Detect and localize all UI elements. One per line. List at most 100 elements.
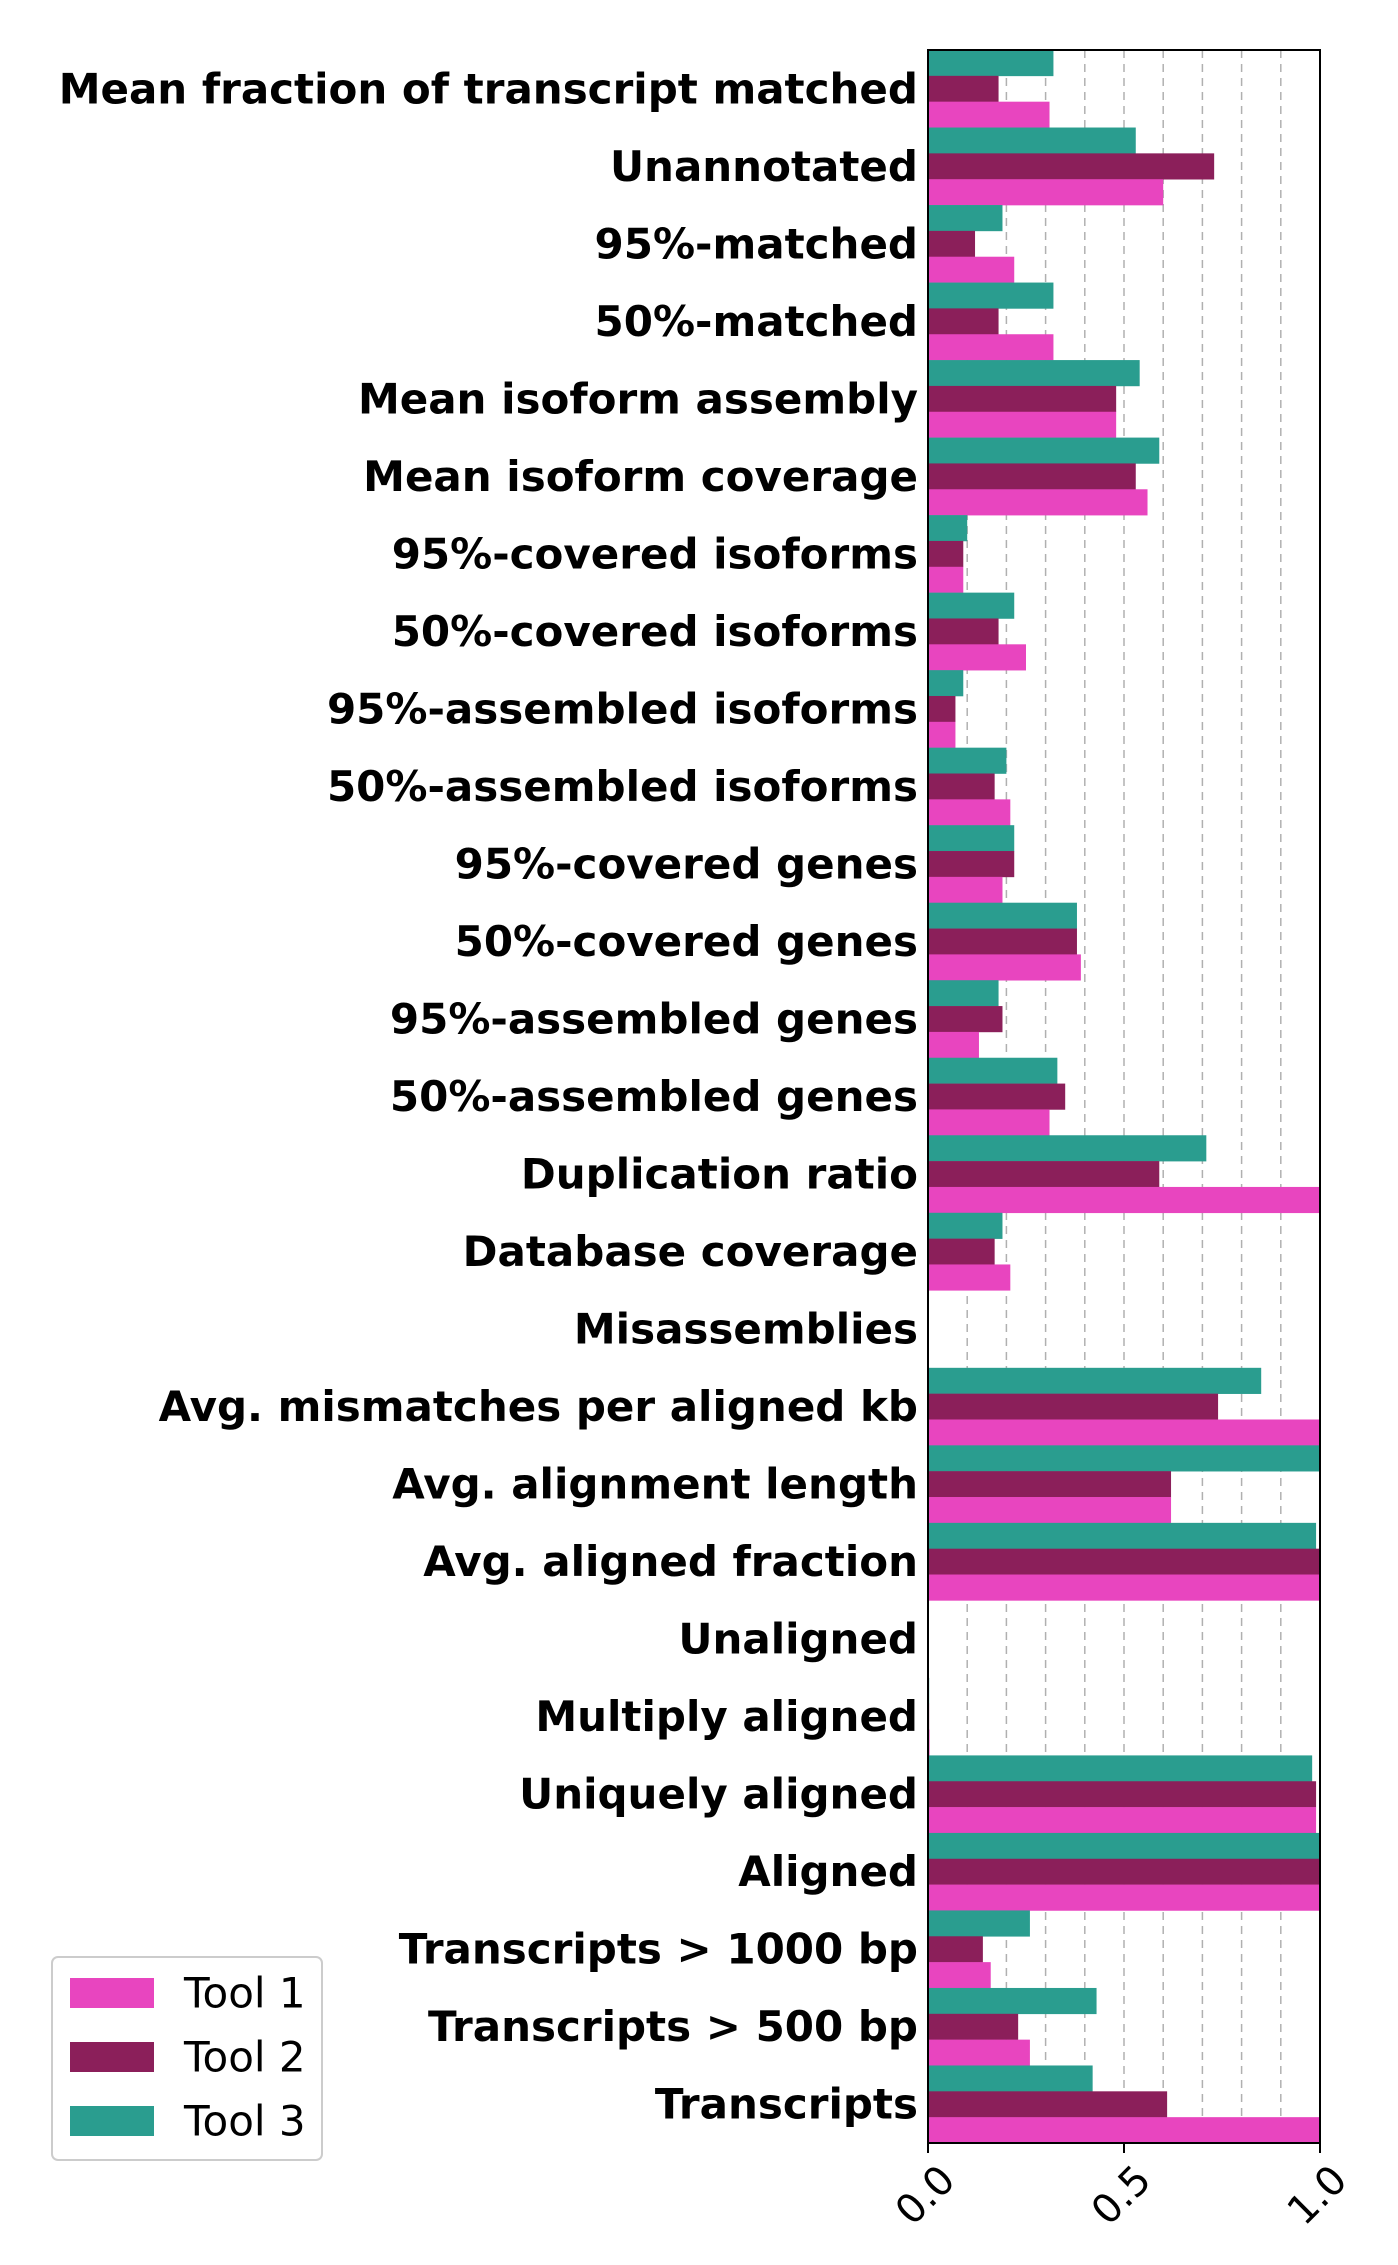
- bar-tool-2: [928, 463, 1136, 490]
- bar-tool-1: [928, 101, 1050, 128]
- bar-tool-2: [928, 385, 1117, 413]
- bar-tool-2: [928, 2091, 1168, 2118]
- bar-tool-2: [928, 1161, 1160, 1188]
- bar-tool-2: [928, 695, 956, 723]
- category-label: 95%-assembled isoforms: [327, 684, 918, 733]
- bar-tool-3: [928, 1367, 1262, 1394]
- category-label: Transcripts > 500 bp: [428, 2002, 918, 2051]
- bar-tool-2: [928, 1858, 1320, 1885]
- bar-tool-3: [928, 1135, 1207, 1162]
- bar-tool-1: [928, 954, 1081, 981]
- bar-tool-2: [928, 851, 1015, 878]
- bar-tool-3: [928, 127, 1136, 154]
- bar-tool-1: [928, 1497, 1172, 1524]
- category-label: Database coverage: [463, 1227, 918, 1276]
- bar-tool-3: [928, 437, 1160, 464]
- legend-swatch: [70, 2106, 154, 2136]
- category-label: Transcripts > 1000 bp: [399, 1925, 918, 1974]
- bar-tool-3: [928, 205, 1003, 232]
- category-label: Duplication ratio: [521, 1150, 918, 1199]
- bar-tool-3: [928, 825, 1015, 852]
- category-label: Avg. aligned fraction: [423, 1537, 918, 1586]
- category-label: Multiply aligned: [535, 1692, 918, 1741]
- bar-tool-1: [928, 1031, 979, 1059]
- legend: Tool 1 Tool 2 Tool 3: [51, 1956, 323, 2161]
- bar-tool-2: [928, 1006, 1003, 1033]
- bar-tool-3: [928, 902, 1077, 929]
- bar-tool-1: [928, 334, 1054, 361]
- bar-tool-1: [928, 1419, 1320, 1446]
- bar-tool-3: [928, 50, 1054, 77]
- bar-tool-1: [928, 2117, 1320, 2144]
- bar-tool-1: [928, 1807, 1317, 1834]
- bar-tool-3: [928, 2065, 1093, 2092]
- bar-tool-3: [928, 1910, 1030, 1937]
- category-label: 95%-matched: [595, 219, 919, 268]
- category-label: Mean isoform assembly: [358, 374, 918, 423]
- bar-tool-3: [928, 1212, 1003, 1239]
- bar-tool-3: [928, 1057, 1058, 1084]
- category-label: Transcripts: [655, 2080, 918, 2129]
- bar-tool-1: [928, 489, 1148, 516]
- bar-tool-3: [928, 980, 999, 1007]
- category-label: Aligned: [738, 1847, 918, 1896]
- bar-tool-1: [928, 411, 1117, 438]
- category-label: 95%-covered isoforms: [392, 529, 918, 578]
- legend-swatch: [70, 2042, 154, 2072]
- bar-tool-2: [928, 1936, 983, 1963]
- bar-tool-1: [928, 1264, 1011, 1291]
- bar-tool-2: [928, 928, 1077, 955]
- x-tick-label: 1.0: [1279, 2157, 1357, 2235]
- legend-swatch: [70, 1978, 154, 2008]
- category-label: 95%-covered genes: [455, 839, 918, 888]
- bar-tool-3: [928, 515, 968, 542]
- category-label: Misassemblies: [574, 1305, 918, 1354]
- bar-tool-2: [928, 75, 999, 102]
- category-label: Avg. mismatches per aligned kb: [159, 1382, 918, 1431]
- bar-tool-3: [928, 360, 1140, 387]
- category-label: Unannotated: [610, 142, 918, 191]
- bar-tool-2: [928, 618, 999, 645]
- bar-tool-2: [928, 540, 964, 568]
- x-tick-label: 0.0: [887, 2157, 965, 2235]
- bar-tool-1: [928, 2039, 1030, 2066]
- category-label: 50%-covered isoforms: [392, 607, 918, 656]
- category-label: Avg. alignment length: [392, 1460, 918, 1509]
- bar-tool-1: [928, 1109, 1050, 1136]
- bar-tool-1: [928, 799, 1011, 826]
- bar-tool-1: [928, 566, 964, 593]
- category-label: Unaligned: [678, 1615, 918, 1664]
- bar-tool-3: [928, 747, 1007, 774]
- category-label: 95%-assembled genes: [390, 994, 918, 1043]
- bar-tool-1: [928, 1574, 1320, 1601]
- bar-tool-1: [928, 1884, 1320, 1911]
- bar-tool-2: [928, 308, 999, 335]
- category-label: 50%-assembled isoforms: [327, 762, 918, 811]
- bar-tool-2: [928, 2013, 1019, 2040]
- bar-tool-1: [928, 1186, 1320, 1214]
- bar-tool-2: [928, 773, 995, 800]
- bar-tool-1: [928, 721, 956, 748]
- bar-tool-1: [928, 876, 1003, 904]
- bar-tool-2: [928, 1781, 1317, 1808]
- bar-tool-3: [928, 282, 1054, 309]
- category-label: Uniquely aligned: [519, 1770, 918, 1819]
- bar-tool-1: [928, 1962, 991, 1989]
- category-label: 50%-covered genes: [455, 917, 918, 966]
- bar-tool-3: [928, 1832, 1320, 1860]
- bar-tool-2: [928, 1393, 1219, 1420]
- bar-tool-1: [928, 644, 1026, 671]
- category-label: 50%-assembled genes: [390, 1072, 918, 1121]
- bar-tool-2: [928, 1548, 1320, 1575]
- legend-entry: Tool 3: [183, 2097, 306, 2146]
- bar-tool-1: [928, 256, 1015, 283]
- bar-tool-3: [928, 670, 964, 697]
- bar-tool-3: [928, 592, 1015, 619]
- legend-entry: Tool 1: [183, 1969, 306, 2018]
- category-label: Mean fraction of transcript matched: [59, 64, 918, 113]
- bar-tool-3: [928, 1445, 1320, 1472]
- x-axis-ticks: 0.0 0.5 1.0: [887, 2143, 1357, 2235]
- bar-tool-3: [928, 1987, 1097, 2015]
- x-tick-label: 0.5: [1083, 2157, 1161, 2235]
